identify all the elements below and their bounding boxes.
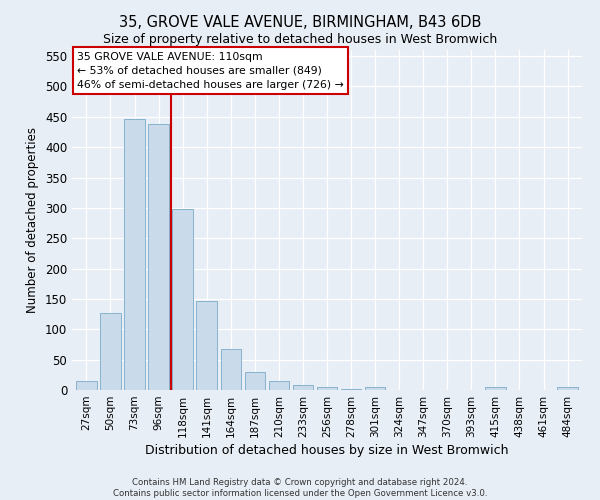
- Bar: [148, 124, 169, 390]
- Text: Size of property relative to detached houses in West Bromwich: Size of property relative to detached ho…: [103, 32, 497, 46]
- Bar: [100, 313, 121, 390]
- X-axis label: Distribution of detached houses by size in West Bromwich: Distribution of detached houses by size …: [145, 444, 509, 457]
- Text: Contains HM Land Registry data © Crown copyright and database right 2024.
Contai: Contains HM Land Registry data © Crown c…: [113, 478, 487, 498]
- Bar: [269, 381, 289, 390]
- Text: 35, GROVE VALE AVENUE, BIRMINGHAM, B43 6DB: 35, GROVE VALE AVENUE, BIRMINGHAM, B43 6…: [119, 15, 481, 30]
- Bar: [293, 385, 313, 390]
- Text: 35 GROVE VALE AVENUE: 110sqm
← 53% of detached houses are smaller (849)
46% of s: 35 GROVE VALE AVENUE: 110sqm ← 53% of de…: [77, 52, 344, 90]
- Bar: [76, 381, 97, 390]
- Bar: [365, 387, 385, 390]
- Y-axis label: Number of detached properties: Number of detached properties: [26, 127, 40, 313]
- Bar: [124, 118, 145, 390]
- Bar: [557, 387, 578, 390]
- Bar: [485, 387, 506, 390]
- Bar: [317, 387, 337, 390]
- Bar: [172, 209, 193, 390]
- Bar: [196, 302, 217, 390]
- Bar: [221, 348, 241, 390]
- Bar: [245, 372, 265, 390]
